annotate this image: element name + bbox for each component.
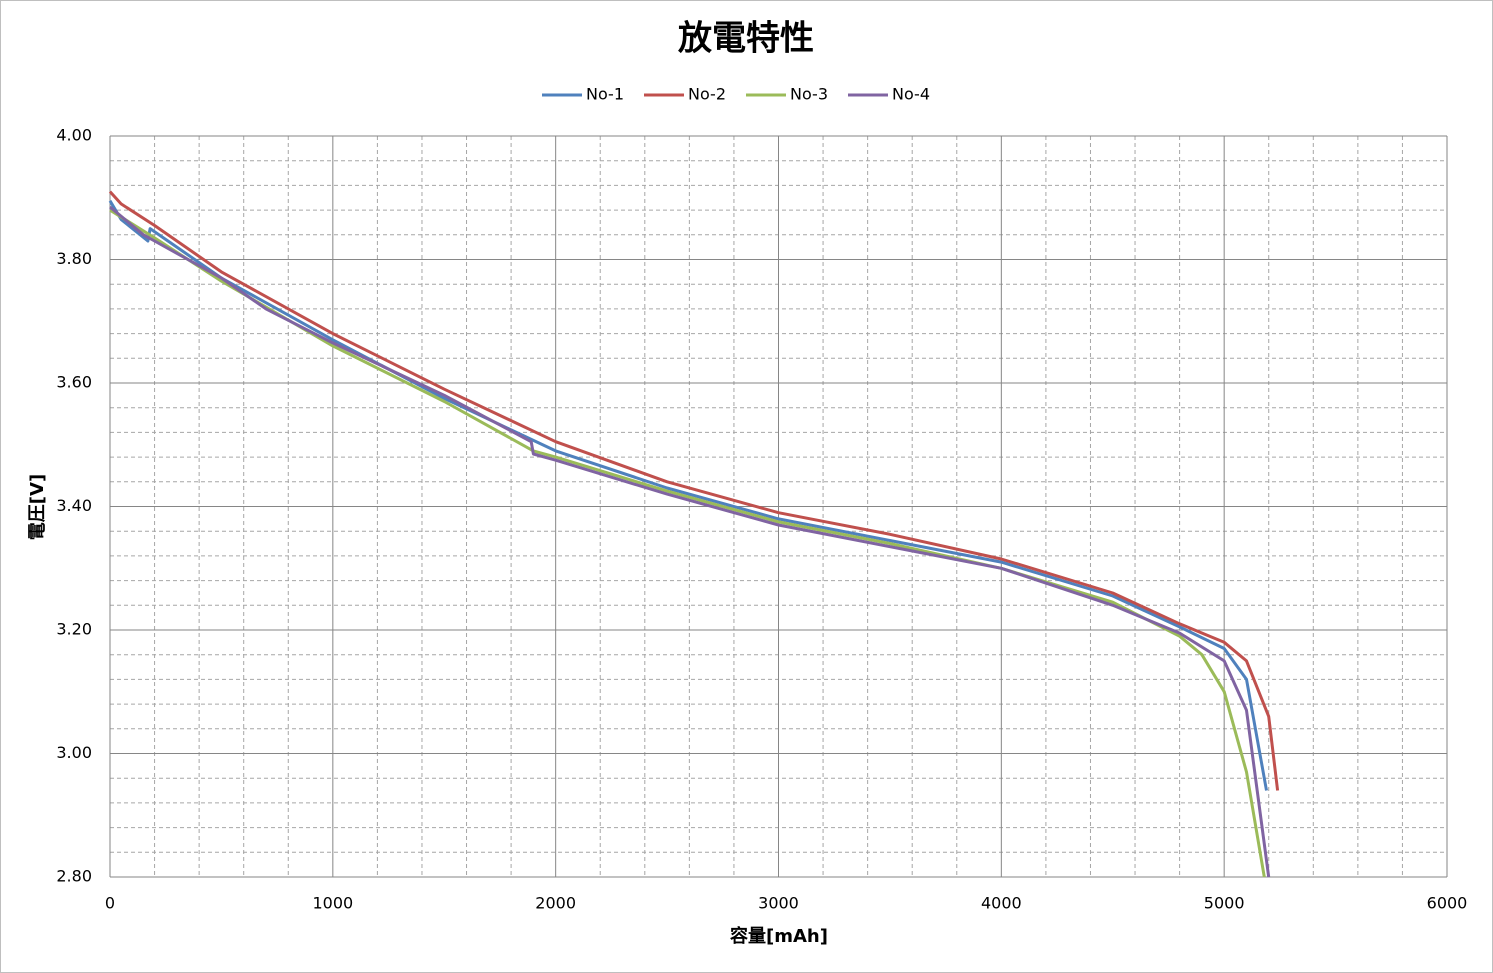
y-tick-label: 3.00 (56, 743, 92, 762)
x-tick-label: 5000 (1204, 894, 1245, 913)
x-tick-label: 2000 (535, 894, 576, 913)
x-tick-label: 0 (105, 894, 115, 913)
x-axis-label: 容量[mAh] (730, 925, 828, 947)
legend-label: No-2 (688, 85, 726, 104)
y-axis-label: 電圧[V] (27, 474, 48, 540)
x-tick-label: 6000 (1427, 894, 1468, 913)
data-line (108, 200, 1268, 791)
legend-label: No-3 (790, 85, 828, 104)
legend-label: No-1 (586, 85, 624, 104)
y-tick-label: 3.80 (56, 249, 92, 268)
y-tick-label: 3.40 (56, 496, 92, 515)
legend-label: No-4 (892, 85, 930, 104)
y-tick-label: 4.00 (56, 126, 92, 145)
data-line (109, 205, 1271, 878)
x-tick-label: 1000 (312, 894, 353, 913)
y-tick-label: 2.80 (56, 867, 92, 886)
chart-title: 放電特性 (678, 19, 814, 59)
data-line (108, 190, 1280, 791)
x-tick-label: 4000 (981, 894, 1022, 913)
x-tick-label: 3000 (758, 894, 799, 913)
y-tick-label: 3.20 (56, 620, 92, 639)
y-tick-label: 3.60 (56, 373, 92, 392)
